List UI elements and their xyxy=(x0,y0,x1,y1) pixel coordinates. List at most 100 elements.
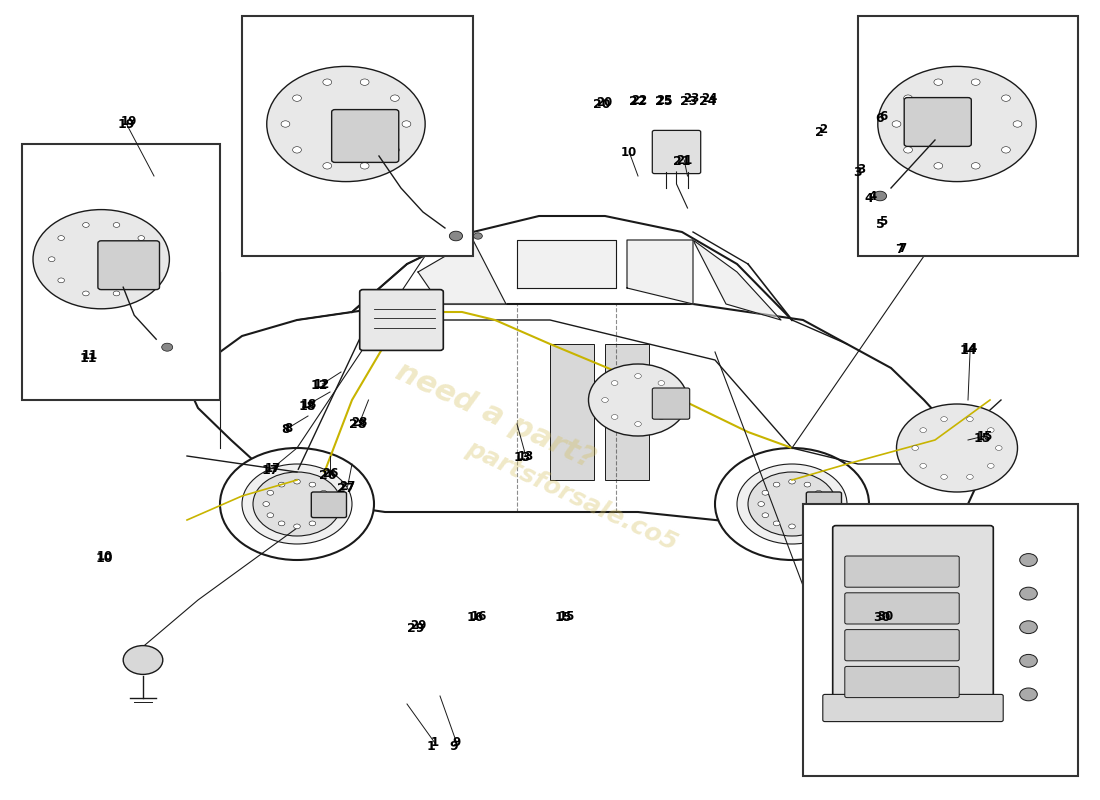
Circle shape xyxy=(715,448,869,560)
Circle shape xyxy=(220,448,374,560)
Text: 30: 30 xyxy=(878,610,893,622)
FancyBboxPatch shape xyxy=(904,98,971,146)
FancyBboxPatch shape xyxy=(242,16,473,256)
Circle shape xyxy=(320,513,327,518)
Text: 8: 8 xyxy=(284,422,293,434)
Circle shape xyxy=(323,162,332,169)
Polygon shape xyxy=(605,344,649,480)
Circle shape xyxy=(138,278,144,282)
Text: 3: 3 xyxy=(857,163,866,176)
Circle shape xyxy=(82,222,89,227)
Circle shape xyxy=(293,95,301,102)
Text: 17: 17 xyxy=(265,462,280,474)
Text: 26: 26 xyxy=(319,469,337,482)
Circle shape xyxy=(920,463,926,468)
Text: need a part?: need a part? xyxy=(390,357,600,475)
Circle shape xyxy=(473,233,482,239)
Circle shape xyxy=(263,502,270,506)
Circle shape xyxy=(1001,95,1010,102)
FancyBboxPatch shape xyxy=(845,556,959,587)
Text: 13: 13 xyxy=(518,450,534,462)
Text: 7: 7 xyxy=(898,242,906,254)
Text: 13: 13 xyxy=(514,451,531,464)
FancyBboxPatch shape xyxy=(823,694,1003,722)
Circle shape xyxy=(123,646,163,674)
Circle shape xyxy=(820,502,826,506)
Circle shape xyxy=(658,381,664,386)
Circle shape xyxy=(1020,554,1037,566)
Polygon shape xyxy=(517,240,616,288)
Circle shape xyxy=(1013,121,1022,127)
Circle shape xyxy=(873,191,887,201)
Polygon shape xyxy=(627,240,693,304)
FancyBboxPatch shape xyxy=(803,504,1078,776)
Text: 2: 2 xyxy=(815,126,824,138)
Circle shape xyxy=(815,513,822,518)
Circle shape xyxy=(293,146,301,153)
Circle shape xyxy=(113,291,120,296)
Circle shape xyxy=(1020,654,1037,667)
Circle shape xyxy=(403,121,410,127)
Text: 21: 21 xyxy=(676,154,692,166)
Circle shape xyxy=(360,79,368,86)
Text: 14: 14 xyxy=(962,342,978,354)
Circle shape xyxy=(48,257,55,262)
Text: 7: 7 xyxy=(895,243,904,256)
Text: 29: 29 xyxy=(407,622,425,634)
Circle shape xyxy=(967,417,974,422)
Text: 27: 27 xyxy=(340,480,355,493)
FancyBboxPatch shape xyxy=(845,630,959,661)
Circle shape xyxy=(988,428,994,433)
FancyBboxPatch shape xyxy=(858,16,1078,256)
Circle shape xyxy=(762,513,769,518)
Circle shape xyxy=(278,521,285,526)
Circle shape xyxy=(762,490,769,495)
Text: 15: 15 xyxy=(554,611,572,624)
Text: 15: 15 xyxy=(559,610,574,622)
FancyBboxPatch shape xyxy=(311,492,346,518)
Circle shape xyxy=(588,364,688,436)
Text: 28: 28 xyxy=(352,416,367,429)
Circle shape xyxy=(324,502,331,506)
Text: 24: 24 xyxy=(702,92,717,105)
FancyBboxPatch shape xyxy=(360,290,443,350)
Circle shape xyxy=(278,482,285,487)
Text: 18: 18 xyxy=(301,398,317,410)
Circle shape xyxy=(904,146,913,153)
Circle shape xyxy=(267,490,274,495)
FancyBboxPatch shape xyxy=(22,144,220,400)
Text: 28: 28 xyxy=(349,418,366,430)
Text: 6: 6 xyxy=(879,110,888,122)
Text: 10: 10 xyxy=(96,552,113,565)
Circle shape xyxy=(773,482,780,487)
Text: 5: 5 xyxy=(876,218,884,230)
FancyBboxPatch shape xyxy=(652,130,701,174)
Circle shape xyxy=(635,422,641,426)
Text: 1: 1 xyxy=(427,740,436,753)
Circle shape xyxy=(920,428,926,433)
Circle shape xyxy=(138,236,144,241)
Circle shape xyxy=(449,231,462,241)
Text: 19: 19 xyxy=(121,115,136,128)
FancyBboxPatch shape xyxy=(332,110,398,162)
Text: 14: 14 xyxy=(959,344,977,357)
Circle shape xyxy=(58,278,65,282)
Circle shape xyxy=(912,446,918,450)
Circle shape xyxy=(635,374,641,378)
Text: 27: 27 xyxy=(337,482,354,494)
Text: 9: 9 xyxy=(452,736,461,749)
Circle shape xyxy=(82,291,89,296)
Circle shape xyxy=(904,95,913,102)
Circle shape xyxy=(33,210,169,309)
Text: 15: 15 xyxy=(974,432,991,445)
Text: 23: 23 xyxy=(683,92,698,105)
Text: 18: 18 xyxy=(298,400,316,413)
Polygon shape xyxy=(418,240,506,304)
Circle shape xyxy=(988,463,994,468)
Circle shape xyxy=(658,414,664,419)
Circle shape xyxy=(971,162,980,169)
Circle shape xyxy=(934,79,943,86)
Circle shape xyxy=(162,343,173,351)
Text: 29: 29 xyxy=(410,619,426,632)
Circle shape xyxy=(804,521,811,526)
